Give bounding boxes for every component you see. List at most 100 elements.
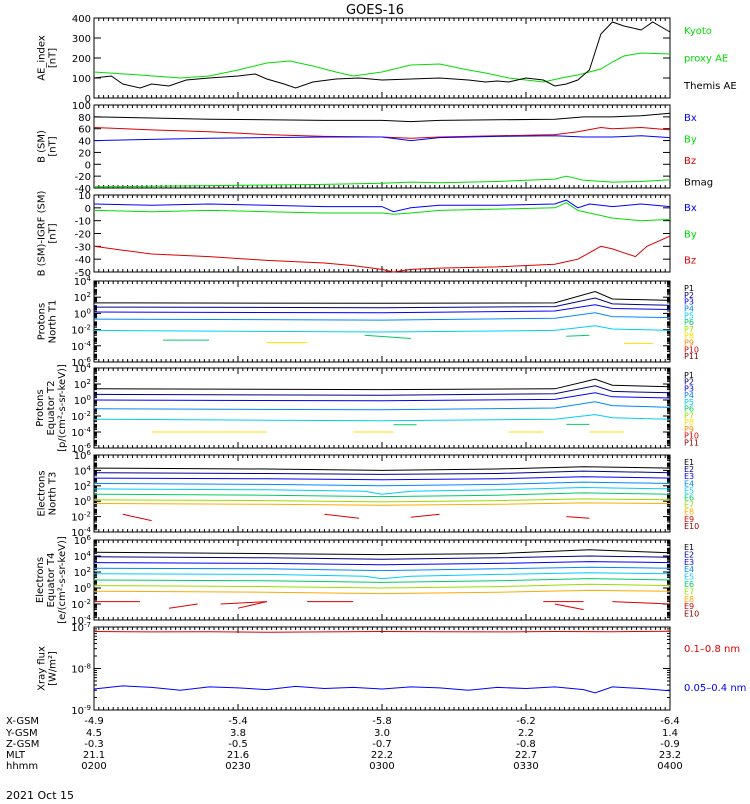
ephemeris-row-label: Z-GSM xyxy=(6,739,39,750)
legend-entry: P7 xyxy=(684,411,694,420)
series-e9-segment xyxy=(554,603,584,611)
y-tick-exponent: -4 xyxy=(84,340,92,348)
legend-entry: P11 xyxy=(684,438,699,447)
ephemeris-value: 21.1 xyxy=(83,750,105,761)
legend-entry: E4 xyxy=(684,565,694,574)
series-e9-segment xyxy=(410,513,440,518)
date-label: 2021 Oct 15 xyxy=(6,789,74,800)
series-p4-line xyxy=(93,312,671,321)
legend-entry: E4 xyxy=(684,479,694,488)
legend-entry: E7 xyxy=(684,501,694,510)
legend-entry: P4 xyxy=(684,304,694,313)
chart-title: GOES-16 xyxy=(346,3,404,18)
series-p1-line xyxy=(93,378,671,391)
ephemeris-value: -0.8 xyxy=(516,739,536,750)
series-bx-line xyxy=(93,199,671,213)
y-tick-label: 104 xyxy=(74,362,92,375)
y-tick-exponent: 4 xyxy=(87,362,92,370)
y-tick-exponent: -2 xyxy=(84,598,91,606)
legend-entry: E10 xyxy=(684,610,699,619)
y-tick-exponent: -6 xyxy=(84,356,92,364)
y-tick-label: 102 xyxy=(74,291,91,304)
panel-3: -50 -40 -30-20 -10 0 10 B (SM)-IGRF (SM) [nT] Bx… xyxy=(37,191,697,279)
legend-entry: proxy AE xyxy=(684,54,728,65)
y-tick-label: 60 xyxy=(78,125,91,136)
legend-entry: P1 xyxy=(684,284,694,293)
series-p3-line xyxy=(93,392,671,402)
ephemeris-value: -0.9 xyxy=(660,739,680,750)
legend-entry: By xyxy=(684,135,697,146)
legend-entry: P6 xyxy=(684,318,694,327)
series-by-line xyxy=(93,175,671,188)
y-tick-exponent: 2 xyxy=(87,291,91,299)
legend-entry: E5 xyxy=(684,486,694,495)
legend-entry: P2 xyxy=(684,291,694,300)
series-p5-line xyxy=(93,414,671,422)
y-tick-label: 10-2 xyxy=(71,324,91,337)
ephemeris-value: 0330 xyxy=(513,761,538,772)
series-kyoto-proxy-ae-line xyxy=(93,52,671,83)
y-tick-label: 100 xyxy=(74,495,91,508)
y-axis-label: B (SM) xyxy=(37,130,48,163)
y-axis-label: [p/(cm²-s-sr-keV)] xyxy=(57,364,68,452)
legend-entry: E3 xyxy=(684,558,694,567)
panel-frame xyxy=(93,367,671,449)
legend-entry: By xyxy=(684,229,697,240)
ephemeris-row-label: Y-GSM xyxy=(5,728,38,739)
ephemeris-value: 0400 xyxy=(657,761,682,772)
legend-entry: Bx xyxy=(684,113,697,124)
legend-entry: P8 xyxy=(684,332,694,341)
y-axis-label: North T1 xyxy=(48,300,59,344)
y-tick-exponent: -2 xyxy=(84,410,91,418)
legend-entry: 0.1–0.8 nm xyxy=(684,644,740,655)
y-tick-label: 0 xyxy=(85,204,91,215)
y-tick-label: 106 xyxy=(74,449,92,462)
y-axis-label: [nT] xyxy=(48,223,59,243)
legend-entry: P3 xyxy=(684,384,694,393)
y-tick-exponent: -2 xyxy=(84,324,91,332)
series-e3-line xyxy=(93,561,671,566)
series-e1-line xyxy=(93,466,671,471)
legend-entry: P10 xyxy=(684,432,699,441)
series-bmag-line xyxy=(93,112,671,123)
y-tick-exponent: -4 xyxy=(84,526,92,534)
series-e9-segment xyxy=(237,601,267,609)
y-tick-label: 0 xyxy=(85,94,91,105)
ephemeris-value: 0200 xyxy=(81,761,106,772)
y-tick-exponent: 0 xyxy=(87,495,91,503)
legend-entry: E5 xyxy=(684,573,694,582)
legend-entry: P8 xyxy=(684,418,694,427)
y-axis-label: Equator T2 xyxy=(46,381,57,436)
legend-entry: E2 xyxy=(684,550,694,559)
series-e5-line xyxy=(93,572,671,580)
y-tick-label: 104 xyxy=(74,550,92,563)
ephemeris-value: 21.6 xyxy=(227,750,249,761)
ephemeris-value: -0.5 xyxy=(228,739,248,750)
y-axis-label: [nT] xyxy=(48,136,59,156)
ephemeris-row-label: X-GSM xyxy=(6,716,39,727)
legend-entry: Bx xyxy=(684,203,697,214)
y-tick-exponent: -4 xyxy=(84,614,92,622)
y-tick-label: 100 xyxy=(74,394,91,407)
panel-1: 0 100 200 300 400 AE_index [nT] Kyoto proxy AE Th… xyxy=(37,14,737,105)
series-e6-line xyxy=(93,492,671,498)
panel-frame xyxy=(93,280,671,363)
series-e8-line xyxy=(93,589,671,595)
ephemeris-value: 22.7 xyxy=(515,750,537,761)
y-tick-exponent: 0 xyxy=(87,394,91,402)
series-e1-line xyxy=(93,549,671,556)
series-e7-line xyxy=(93,583,671,589)
y-tick-label: 104 xyxy=(74,464,92,477)
y-tick-label: 10-4 xyxy=(71,426,91,439)
y-tick-exponent: 4 xyxy=(87,550,92,558)
legend-entry: P1 xyxy=(684,371,694,380)
y-tick-label: -20 xyxy=(75,230,91,241)
legend-entry: E1 xyxy=(684,458,694,467)
ephemeris-value: -5.4 xyxy=(228,716,248,727)
y-tick-label: 400 xyxy=(72,14,91,25)
series-e2-line xyxy=(93,555,671,560)
panel-frame xyxy=(93,626,671,711)
